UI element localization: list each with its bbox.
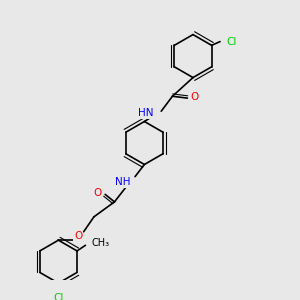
Text: CH₃: CH₃ — [92, 238, 110, 248]
Text: HN: HN — [138, 108, 154, 118]
Text: O: O — [74, 231, 82, 242]
Text: NH: NH — [115, 177, 130, 187]
Text: Cl: Cl — [53, 293, 64, 300]
Text: O: O — [191, 92, 199, 102]
Text: Cl: Cl — [226, 37, 237, 46]
Text: O: O — [94, 188, 102, 197]
